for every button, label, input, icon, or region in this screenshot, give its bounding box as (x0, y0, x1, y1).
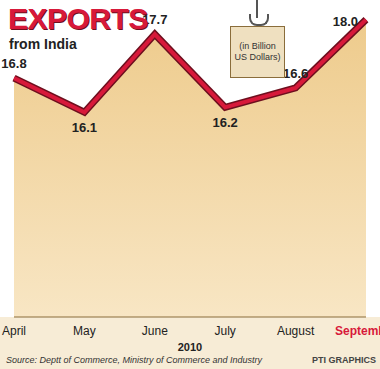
svg-text:July: July (215, 324, 236, 338)
html-text:(in Billion US Dollars): (in Billion US Dollars) (234, 41, 281, 62)
svg-text:16.8: 16.8 (8, 56, 27, 71)
html-text:from India: from India (9, 36, 77, 52)
svg-text:17.7: 17.7 (142, 12, 168, 28)
svg-text:April: April (8, 324, 26, 338)
svg-text:16.2: 16.2 (213, 115, 238, 130)
html-text:EXPORTS: EXPORTS (8, 2, 148, 35)
svg-text:16.6: 16.6 (283, 66, 308, 81)
svg-text:May: May (73, 324, 96, 338)
html-text:PTI GRAPHICS: PTI GRAPHICS (312, 355, 376, 365)
svg-text:August: August (277, 324, 315, 338)
html-text:2010: 2010 (177, 341, 203, 353)
svg-text:16.1: 16.1 (72, 120, 97, 135)
svg-text:18.0: 18.0 (333, 14, 358, 29)
html-text:Source: Deptt of Commerce, Min: Source: Deptt of Commerce, Ministry of C… (6, 355, 263, 365)
svg-text:September: September (335, 324, 372, 338)
svg-text:June: June (142, 324, 168, 338)
